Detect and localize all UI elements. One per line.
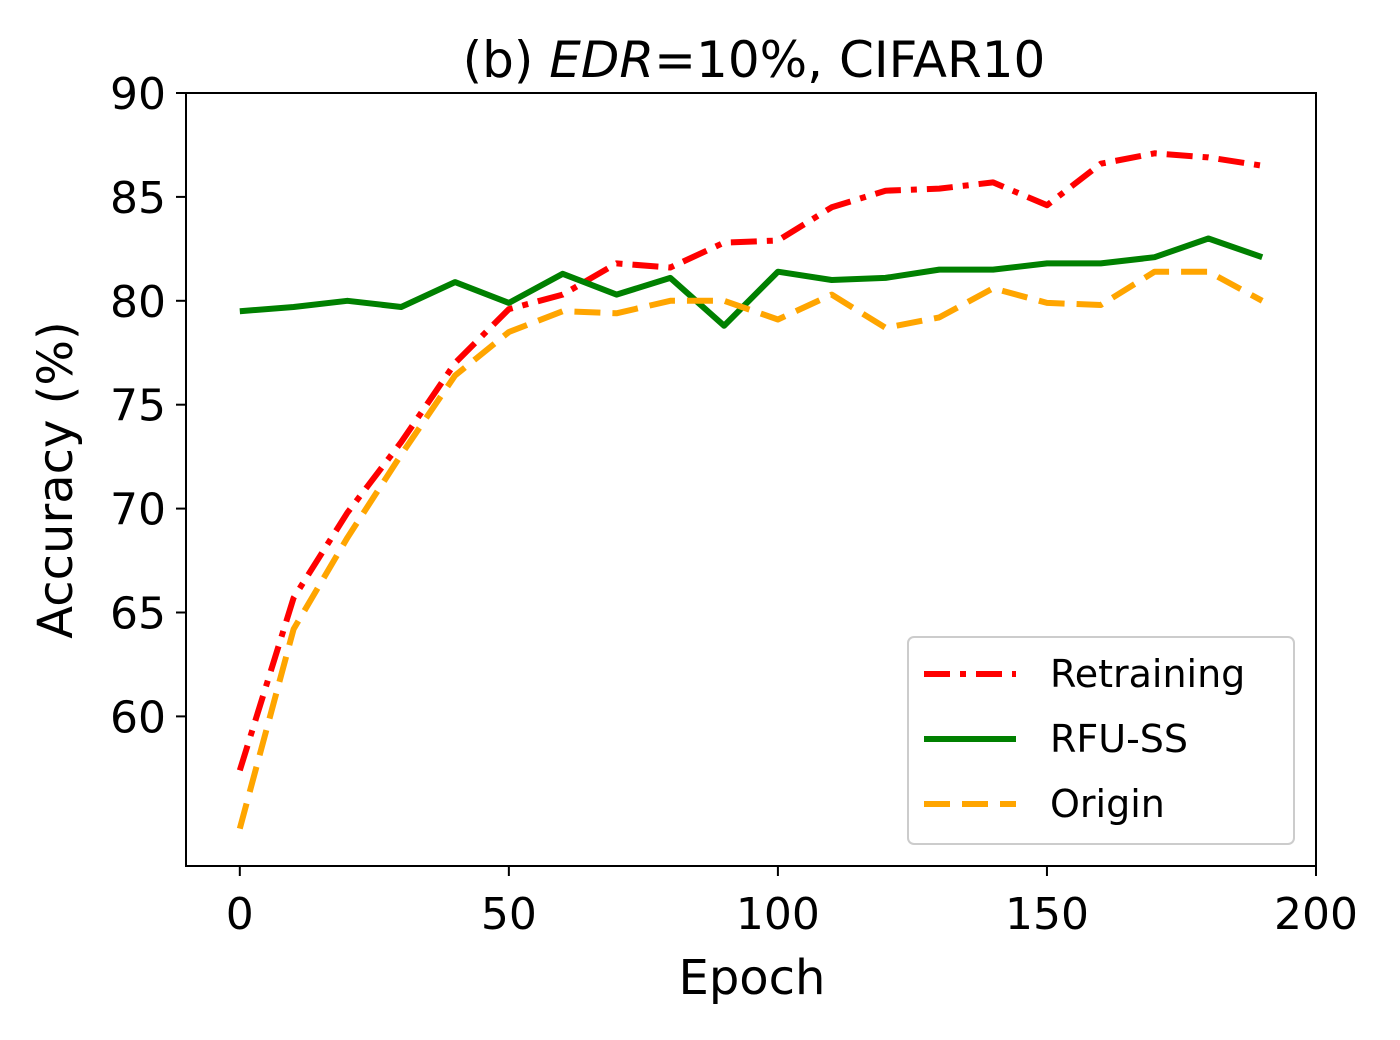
series-line-origin	[236, 268, 1264, 830]
plot-frame	[185, 92, 1317, 867]
y-tick-label: 65	[110, 588, 166, 639]
y-tick-label: 90	[110, 69, 166, 120]
legend: Retraining RFU-SS Origin	[907, 636, 1295, 845]
y-tick-label: 70	[110, 485, 166, 536]
axis-ticks: 0 50 100 150 200 60 65 70 75 80 85 90	[110, 69, 1358, 940]
chart-title: (b) EDR=10%, CIFAR10	[463, 31, 1046, 89]
legend-label: Origin	[1050, 782, 1165, 826]
y-tick-label: 85	[110, 173, 166, 224]
x-tick-label: 150	[1005, 889, 1089, 940]
legend-label: RFU-SS	[1050, 717, 1188, 761]
series-line-rfu-ss	[239, 235, 1264, 329]
series-line-retraining	[236, 150, 1263, 772]
y-tick-label: 75	[110, 381, 166, 432]
y-tick-label: 60	[110, 692, 166, 743]
plot-area	[185, 92, 1317, 867]
legend-box	[907, 636, 1295, 845]
y-tick-label: 80	[110, 277, 166, 328]
legend-label: Retraining	[1050, 652, 1245, 696]
x-tick-label: 100	[736, 889, 820, 940]
x-tick-label: 50	[481, 889, 537, 940]
x-tick-label: 0	[226, 889, 254, 940]
y-axis-label: Accuracy (%)	[28, 321, 84, 638]
x-axis-label: Epoch	[679, 950, 826, 1006]
x-tick-label: 200	[1274, 889, 1358, 940]
series-lines	[236, 150, 1264, 830]
